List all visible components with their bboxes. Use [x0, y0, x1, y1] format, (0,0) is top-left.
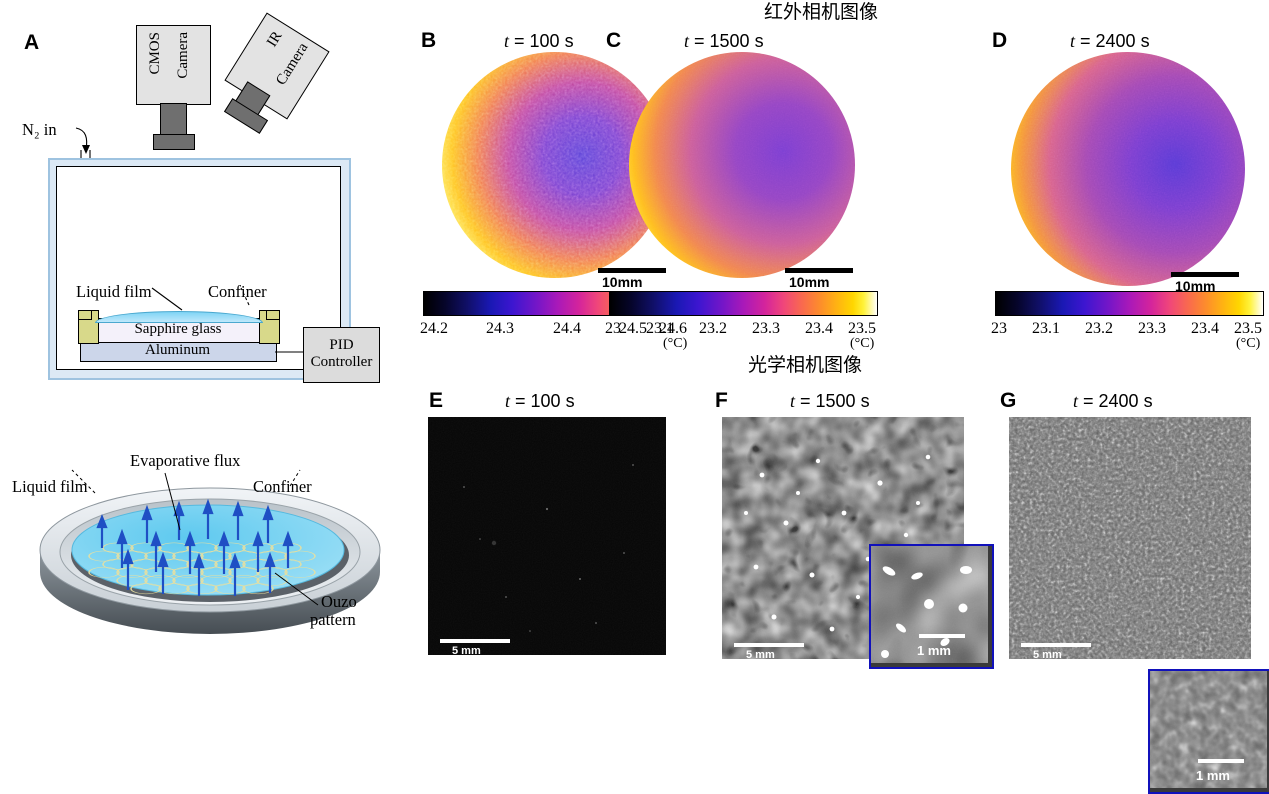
- panel-b-scalebar-label: 10mm: [602, 274, 643, 290]
- panel-c-tick-4: 23.4: [805, 320, 833, 337]
- ouzo-pattern-label-1: Ouzo: [321, 592, 357, 611]
- panel-b-time-label: t = 100 s: [504, 32, 574, 50]
- time-symbol-f: t: [790, 391, 796, 411]
- panel-letter-b: B: [421, 29, 437, 52]
- panel-c-colorbar-unit: (°C): [850, 336, 875, 351]
- gas-inlet-label: N₂ in: [22, 120, 57, 139]
- time-symbol-b: t: [504, 31, 510, 51]
- panel-g-scalebar: [1021, 643, 1091, 647]
- panel-d: D t = 2400 s: [991, 25, 1269, 351]
- time-symbol-c: t: [684, 31, 690, 51]
- panel-d-scalebar-label: 10mm: [1175, 278, 1216, 294]
- panel-letter-g: G: [1000, 389, 1017, 412]
- time-value-f: = 1500 s: [795, 391, 870, 411]
- cmos-camera-mount: [153, 134, 195, 150]
- time-value-d: = 2400 s: [1075, 31, 1150, 51]
- panel-f-scalebar-label: 5 mm: [746, 649, 775, 661]
- panel-g-optical-image: [1009, 417, 1251, 659]
- aluminum-label: Aluminum: [144, 342, 210, 358]
- panel-b-tick-4: 24.6: [659, 320, 687, 337]
- panel-d-colorbar-unit: (°C): [1236, 336, 1261, 351]
- panel-c-tick-2: 23.2: [699, 320, 727, 337]
- panel-d-tick-4: 23.4: [1191, 320, 1219, 337]
- panel-e: E t = 100 s 5 mm: [420, 385, 695, 665]
- panel-c-scalebar: [785, 268, 853, 273]
- panel-c-ir-image: [628, 51, 856, 279]
- confiner-left-lip: [78, 310, 92, 320]
- ouzo-dish-drawing: [39, 469, 381, 634]
- panel-d-ir-image: [1010, 51, 1246, 287]
- panel-f-inset-scalebar-label: 1 mm: [917, 643, 951, 658]
- evaporative-flux-label: Evaporative flux: [130, 451, 241, 470]
- panel-letter-e: E: [429, 389, 444, 412]
- sapphire-glass-label: Sapphire glass: [134, 321, 222, 337]
- panel-d-scalebar: [1171, 272, 1239, 277]
- panel-c: C t = 1500 s: [605, 25, 887, 351]
- panel-d-time-label: t = 2400 s: [1070, 32, 1150, 50]
- ouzo-pattern-label-2: pattern: [310, 610, 356, 629]
- panel-d-colorbar: [995, 291, 1264, 316]
- panel-b-tick-2: 24.4: [553, 320, 581, 337]
- time-value-g: = 2400 s: [1078, 391, 1153, 411]
- panel-e-time-label: t = 100 s: [505, 392, 575, 410]
- liquid-film-label: Liquid film: [76, 282, 152, 301]
- panel-a-schematic: A CMOS Camera IR Camera N₂ in Aluminum S…: [0, 0, 420, 400]
- panel-d-tick-0: 23: [991, 320, 1007, 337]
- panel-f-scalebar: [734, 643, 804, 647]
- panel-f-inset: 1 mm: [869, 544, 994, 669]
- time-symbol-g: t: [1073, 391, 1079, 411]
- confiner-right-lip: [266, 310, 280, 320]
- panel-e-scalebar: [440, 639, 510, 643]
- panel-d-tick-2: 23.2: [1085, 320, 1113, 337]
- panel-a-dish-schematic: Evaporative flux Liquid film Confiner Ou…: [0, 400, 420, 665]
- pid-label-1: PID: [329, 337, 354, 353]
- panel-f-inset-scalebar: [919, 634, 965, 638]
- panel-letter-d: D: [992, 29, 1008, 52]
- panel-c-tick-3: 23.3: [752, 320, 780, 337]
- panel-g-scalebar-label: 5 mm: [1033, 649, 1062, 661]
- panel-g-inset-scalebar: [1198, 759, 1244, 763]
- ir-section-title: 红外相机图像: [764, 1, 879, 23]
- panel-f-time-label: t = 1500 s: [790, 392, 870, 410]
- panel-b-tick-3: 24.5: [619, 320, 647, 337]
- time-value-b: = 100 s: [509, 31, 574, 51]
- panel-b-tick-1: 24.3: [486, 320, 514, 337]
- confiner-label: Confiner: [208, 282, 267, 301]
- time-symbol-e: t: [505, 391, 511, 411]
- panel-letter-f: F: [715, 389, 728, 412]
- panel-c-tick-5: 23.5: [848, 320, 876, 337]
- time-symbol-d: t: [1070, 31, 1076, 51]
- panel-c-tick-0: 23: [605, 320, 621, 337]
- panel-c-colorbar: [609, 291, 878, 316]
- optical-section-title: 光学相机图像: [748, 354, 863, 376]
- panel-c-tick-1: 23.1: [646, 320, 674, 337]
- panel-letter-c: C: [606, 29, 622, 52]
- panel-g-inset-scalebar-label: 1 mm: [1196, 768, 1230, 783]
- time-value-e: = 100 s: [510, 391, 575, 411]
- panel-d-tick-3: 23.3: [1138, 320, 1166, 337]
- panel-b-colorbar-unit: (°C): [663, 336, 688, 351]
- panel-d-tick-5: 23.5: [1234, 320, 1262, 337]
- dish-confiner-label: Confiner: [253, 477, 312, 496]
- panel-g: G t = 2400 s: [995, 385, 1269, 665]
- panel-b-scalebar: [598, 268, 666, 273]
- panel-letter-a: A: [24, 31, 40, 54]
- panel-e-scalebar-label: 5 mm: [452, 645, 481, 657]
- panel-c-time-label: t = 1500 s: [684, 32, 764, 50]
- dish-liquid-film-label: Liquid film: [12, 477, 88, 496]
- panel-d-tick-1: 23.1: [1032, 320, 1060, 337]
- panel-g-time-label: t = 2400 s: [1073, 392, 1153, 410]
- pid-label-2: Controller: [310, 354, 373, 371]
- panel-b-tick-0: 24.2: [420, 320, 448, 337]
- panel-c-scalebar-label: 10mm: [789, 274, 830, 290]
- panel-g-inset: 1 mm: [1148, 669, 1269, 794]
- pid-controller-box: PID Controller: [303, 327, 380, 383]
- time-value-c: = 1500 s: [689, 31, 764, 51]
- panel-e-optical-image: [428, 417, 666, 655]
